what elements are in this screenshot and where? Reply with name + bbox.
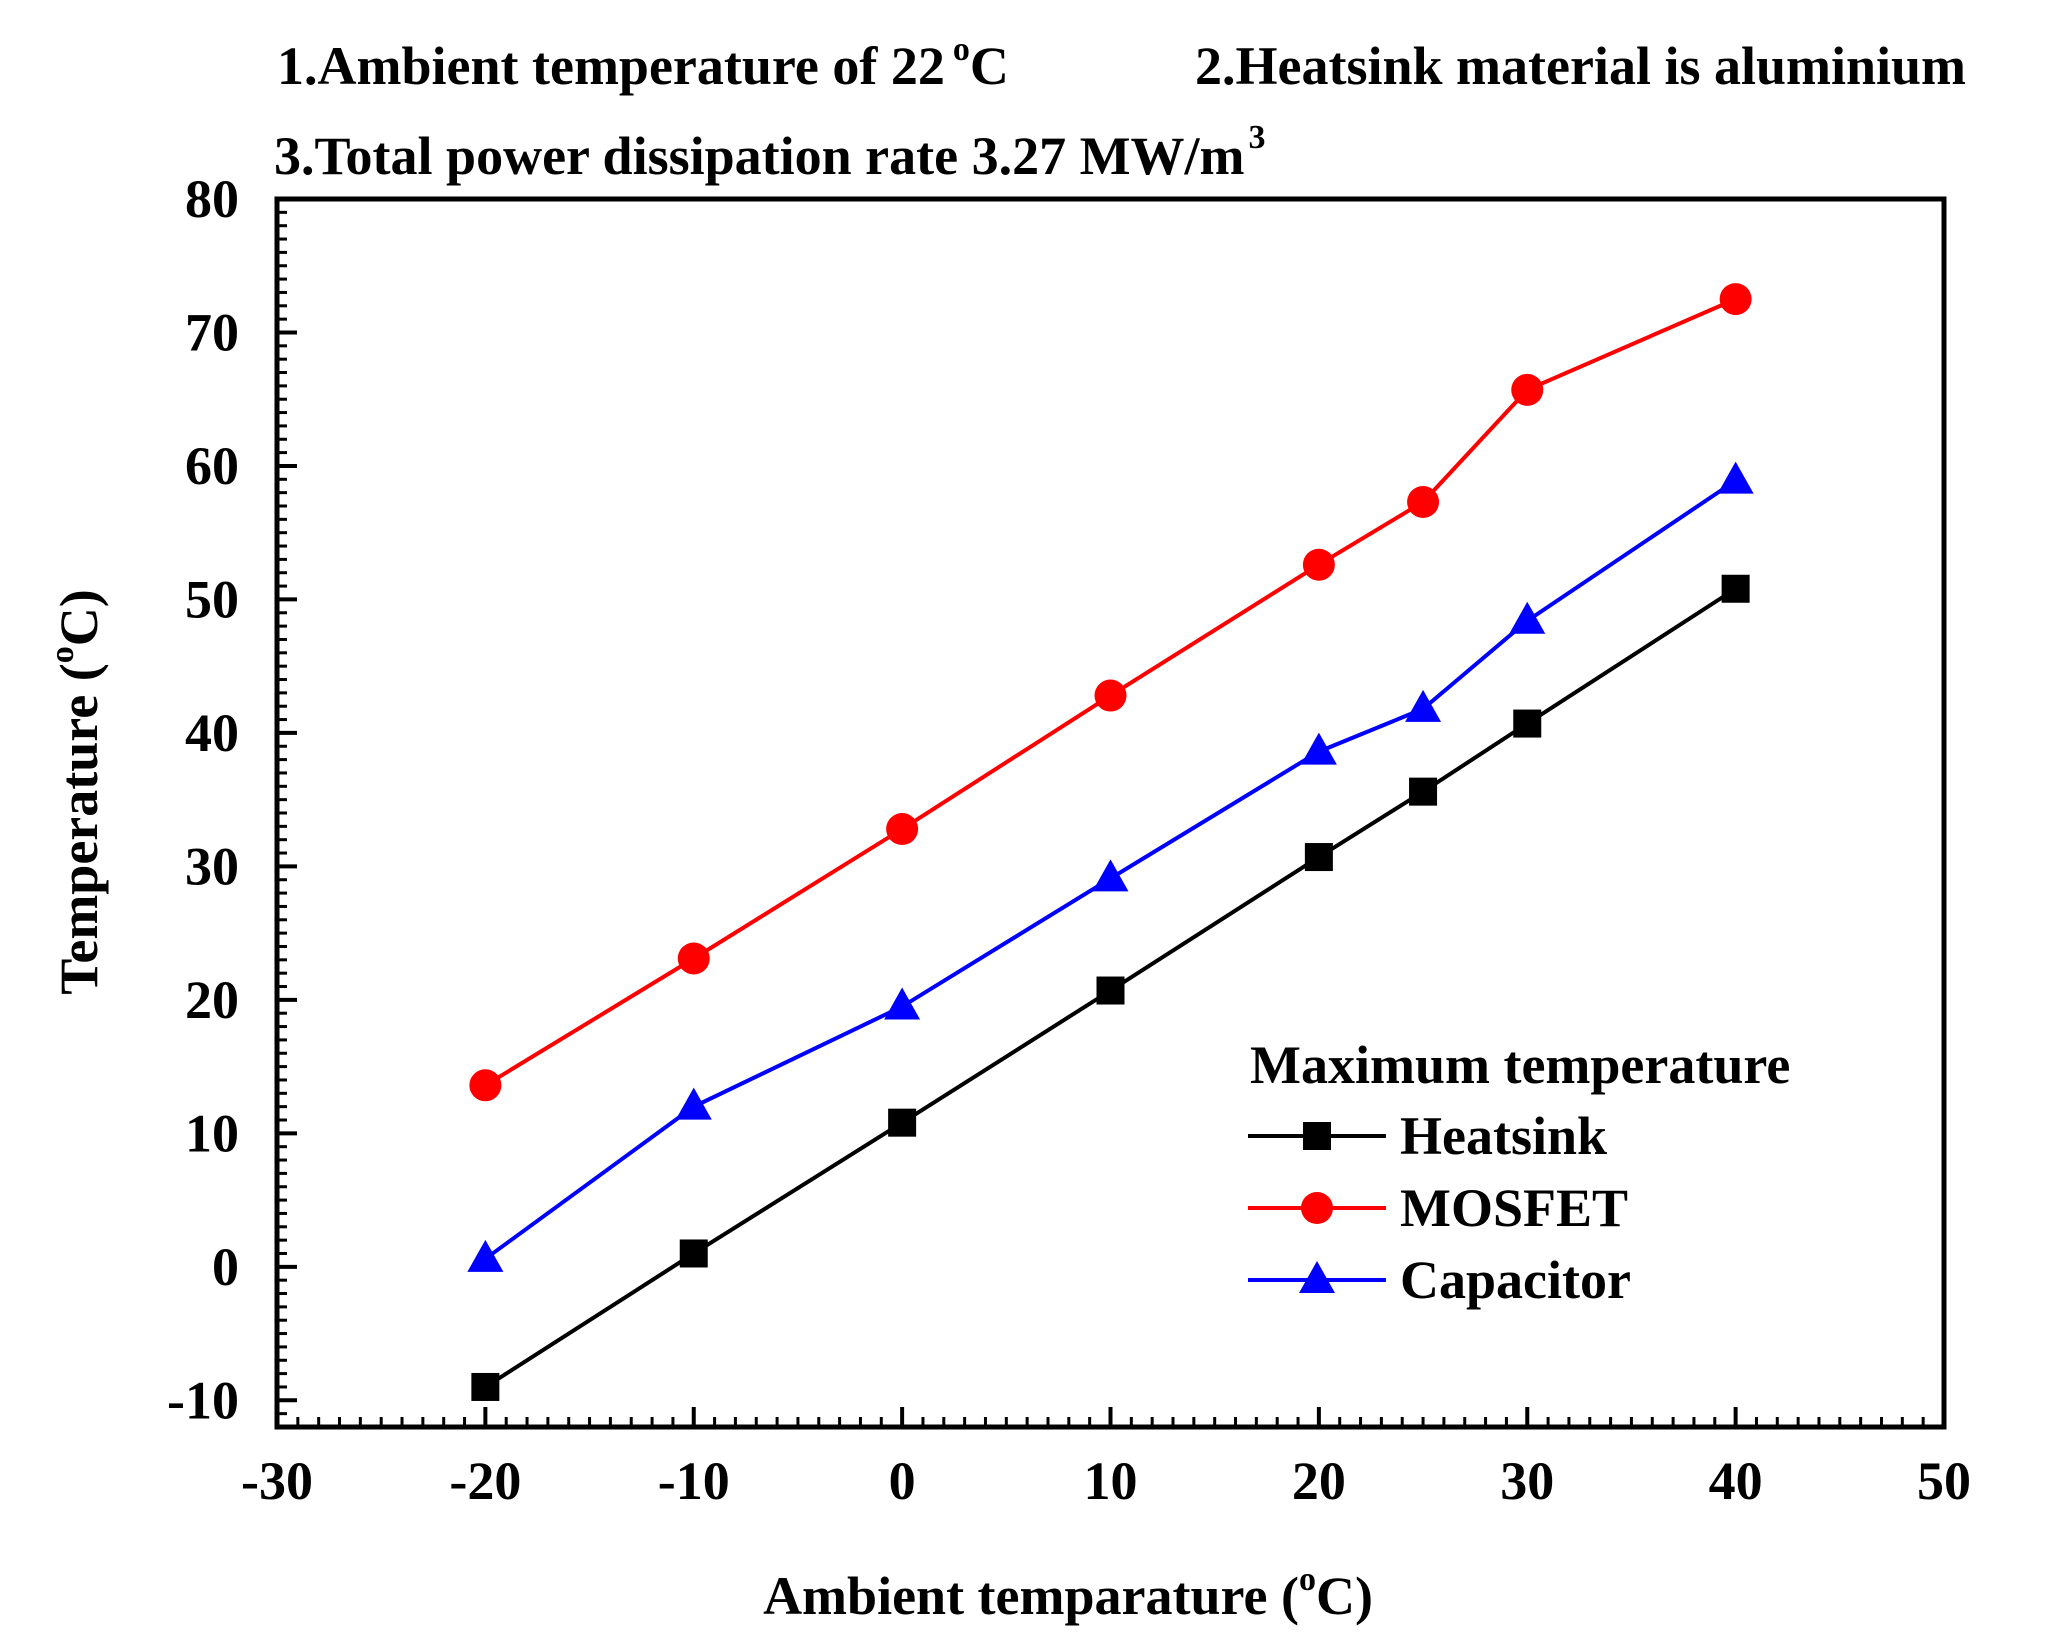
data-point-mosfet — [1302, 548, 1335, 581]
series-heatsink — [471, 574, 1750, 1401]
y-tick-label: 70 — [185, 302, 239, 362]
series-line-mosfet — [484, 297, 1737, 1088]
x-tick-label: 20 — [1292, 1451, 1346, 1511]
data-point-heatsink — [679, 1239, 708, 1268]
x-tick-label: -10 — [658, 1451, 730, 1511]
legend-label-capacitor: Capacitor — [1400, 1250, 1631, 1310]
data-point-mosfet — [677, 942, 710, 975]
legend-title: Maximum temperature — [1250, 1035, 1790, 1095]
data-point-capacitor — [1405, 689, 1442, 722]
legend-marker-mosfet — [1301, 1192, 1333, 1224]
x-tick-label: -30 — [241, 1451, 313, 1511]
legend-item-mosfet: MOSFET — [1248, 1178, 1628, 1238]
x-tick-label: 0 — [889, 1451, 916, 1511]
x-tick-label: 50 — [1917, 1451, 1971, 1511]
note-ambient: 1.Ambient temperature of 22 oC — [277, 31, 1009, 96]
x-tick-label: -20 — [449, 1451, 521, 1511]
y-tick-label: 30 — [185, 836, 239, 896]
x-axis-title: Ambient temparature (oC) — [763, 1561, 1373, 1626]
y-tick-label: -10 — [167, 1370, 239, 1430]
series-capacitor — [467, 461, 1754, 1272]
legend: Maximum temperature Heatsink MOSFET Capaci… — [1248, 1035, 1790, 1310]
data-point-heatsink — [1513, 709, 1542, 738]
y-tick-label: 50 — [185, 569, 239, 629]
data-point-mosfet — [886, 813, 919, 846]
legend-label-heatsink: Heatsink — [1400, 1106, 1607, 1166]
data-point-heatsink — [1409, 777, 1438, 806]
note-power-dissipation: 3.Total power dissipation rate 3.27 MW/m… — [274, 119, 1266, 186]
x-tick-label: 40 — [1709, 1451, 1763, 1511]
data-point-heatsink — [1096, 976, 1125, 1005]
series-line-capacitor — [484, 478, 1737, 1261]
axis-tick-labels: -30 -20 -10 0 10 20 30 40 50 -10 0 10 20 30 40 50 60 70 80 — [167, 169, 1971, 1511]
data-point-heatsink — [1304, 843, 1333, 872]
legend-label-mosfet: MOSFET — [1400, 1178, 1628, 1238]
y-axis-title: Temperature (oC) — [44, 589, 109, 994]
data-point-mosfet — [1719, 283, 1752, 316]
data-point-heatsink — [888, 1108, 917, 1137]
series-line-heatsink — [484, 587, 1737, 1389]
data-point-capacitor — [1509, 601, 1546, 634]
plot-frame — [274, 196, 1947, 1430]
legend-items: Heatsink MOSFET Capacitor — [1248, 1106, 1631, 1310]
legend-marker-capacitor — [1299, 1261, 1335, 1293]
axis-ticks — [275, 197, 1946, 1429]
data-point-capacitor — [1717, 461, 1754, 494]
y-tick-label: 20 — [185, 970, 239, 1030]
x-tick-label: 10 — [1084, 1451, 1138, 1511]
series-layer — [467, 283, 1754, 1401]
data-point-capacitor — [1092, 859, 1129, 892]
note-heatsink-material: 2.Heatsink material is aluminium — [1195, 36, 1966, 96]
data-point-heatsink — [471, 1372, 500, 1401]
data-point-capacitor — [675, 1087, 712, 1120]
data-point-capacitor — [884, 987, 921, 1020]
data-point-mosfet — [469, 1069, 502, 1102]
legend-item-heatsink: Heatsink — [1248, 1106, 1607, 1166]
x-tick-label: 30 — [1500, 1451, 1554, 1511]
data-point-mosfet — [1407, 485, 1440, 518]
legend-marker-heatsink — [1303, 1122, 1331, 1150]
data-point-mosfet — [1511, 373, 1544, 406]
series-mosfet — [469, 283, 1752, 1102]
data-point-capacitor — [467, 1239, 504, 1272]
y-tick-label: 60 — [185, 436, 239, 496]
data-point-heatsink — [1721, 574, 1750, 603]
y-tick-label: 40 — [185, 703, 239, 763]
y-tick-label: 10 — [185, 1103, 239, 1163]
y-tick-label: 80 — [185, 169, 239, 229]
y-tick-label: 0 — [212, 1237, 239, 1297]
legend-item-capacitor: Capacitor — [1248, 1250, 1631, 1310]
data-point-mosfet — [1094, 679, 1127, 712]
data-point-capacitor — [1300, 732, 1337, 765]
